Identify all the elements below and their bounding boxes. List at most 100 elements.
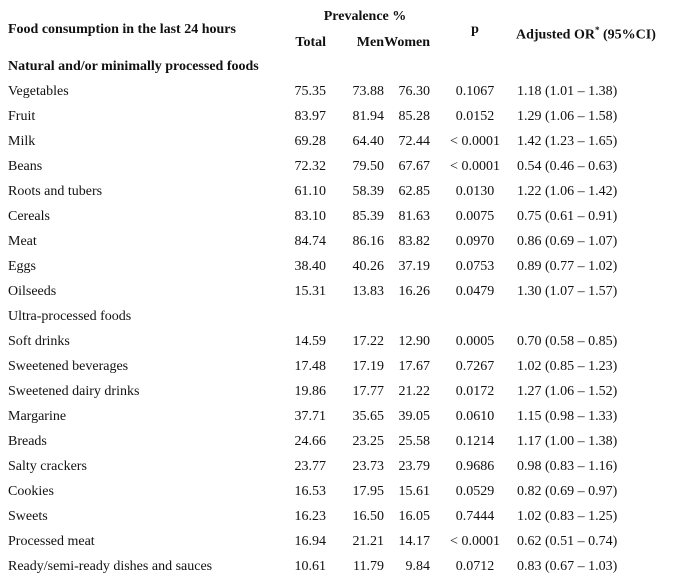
- row-label: Breads: [8, 434, 47, 449]
- row-label: Processed meat: [8, 534, 95, 549]
- p-value: 0.1067: [455, 84, 495, 99]
- column-header: Men: [356, 35, 384, 50]
- prevalence-cell: 79.50: [352, 159, 385, 174]
- header-or-ci: (95%CI): [602, 27, 656, 43]
- row-label: Oilseeds: [8, 284, 57, 299]
- prevalence-cell: 72.44: [398, 134, 431, 149]
- prevalence-cell: 83.10: [294, 209, 327, 224]
- section-title: Ultra-processed foods: [8, 309, 132, 324]
- prevalence-cell: 23.79: [398, 459, 431, 474]
- prevalence-cell: 76.30: [398, 84, 431, 99]
- row-label: Ready/semi-ready dishes and sauces: [8, 559, 213, 574]
- p-value: 0.7444: [455, 509, 495, 524]
- or-cell: 1.02 (0.85 – 1.23): [517, 359, 618, 374]
- row-label: Roots and tubers: [8, 184, 103, 199]
- prevalence-cell: 81.63: [398, 209, 431, 224]
- prevalence-cell: 23.25: [352, 434, 385, 449]
- prevalence-cell: 14.17: [398, 534, 431, 549]
- row-label: Soft drinks: [8, 334, 70, 349]
- row-label: Sweetened beverages: [8, 359, 129, 374]
- header-or: Adjusted OR* (95%CI): [516, 21, 656, 43]
- or-cell: 1.17 (1.00 – 1.38): [517, 434, 618, 449]
- or-cell: 0.75 (0.61 – 0.91): [517, 209, 618, 224]
- column-header: Total: [295, 35, 326, 50]
- p-value: < 0.0001: [450, 159, 500, 174]
- prevalence-cell: 15.31: [294, 284, 327, 299]
- prevalence-cell: 64.40: [352, 134, 385, 149]
- prevalence-cell: 81.94: [352, 109, 385, 124]
- row-label: Milk: [8, 134, 36, 149]
- or-cell: 1.18 (1.01 – 1.38): [517, 84, 618, 99]
- prevalence-cell: 15.61: [398, 484, 431, 499]
- row-label: Sweetened dairy drinks: [8, 384, 140, 399]
- p-value: 0.0479: [455, 284, 495, 299]
- header-p: p: [471, 22, 479, 37]
- prevalence-cell: 12.90: [398, 334, 431, 349]
- p-value: 0.0970: [455, 234, 495, 249]
- p-value: 0.0529: [455, 484, 495, 499]
- prevalence-cell: 39.05: [398, 409, 431, 424]
- or-cell: 0.89 (0.77 – 1.02): [517, 259, 618, 274]
- row-label: Salty crackers: [8, 459, 87, 474]
- or-cell: 0.82 (0.69 – 0.97): [517, 484, 618, 499]
- or-cell: 0.70 (0.58 – 0.85): [517, 334, 618, 349]
- p-value: 0.0075: [455, 209, 495, 224]
- prevalence-cell: 25.58: [398, 434, 431, 449]
- prevalence-cell: 24.66: [294, 434, 327, 449]
- prevalence-cell: 83.82: [398, 234, 431, 249]
- or-cell: 1.15 (0.98 – 1.33): [517, 409, 618, 424]
- or-cell: 1.02 (0.83 – 1.25): [517, 509, 618, 524]
- or-cell: 1.42 (1.23 – 1.65): [517, 134, 618, 149]
- prevalence-cell: 75.35: [294, 84, 327, 99]
- p-value: < 0.0001: [450, 534, 500, 549]
- prevalence-cell: 85.39: [352, 209, 385, 224]
- p-value: 0.1214: [455, 434, 495, 449]
- or-cell: 1.29 (1.06 – 1.58): [517, 109, 618, 124]
- prevalence-cell: 61.10: [294, 184, 327, 199]
- row-label: Margarine: [8, 409, 67, 424]
- prevalence-cell: 37.19: [398, 259, 431, 274]
- prevalence-cell: 58.39: [352, 184, 385, 199]
- or-cell: 0.83 (0.67 – 1.03): [517, 559, 618, 574]
- prevalence-cell: 23.73: [352, 459, 385, 474]
- or-cell: 0.62 (0.51 – 0.74): [517, 534, 618, 549]
- prevalence-cell: 17.95: [352, 484, 385, 499]
- prevalence-cell: 73.88: [352, 84, 385, 99]
- prevalence-cell: 83.97: [294, 109, 327, 124]
- or-cell: 1.30 (1.07 – 1.57): [517, 284, 618, 299]
- row-label: Eggs: [8, 259, 36, 274]
- prevalence-cell: 16.50: [352, 509, 385, 524]
- row-label: Beans: [8, 159, 43, 174]
- prevalence-cell: 17.19: [352, 359, 385, 374]
- row-label: Meat: [8, 234, 37, 249]
- prevalence-cell: 40.26: [352, 259, 385, 274]
- prevalence-cell: 23.77: [294, 459, 327, 474]
- prevalence-cell: 16.26: [398, 284, 431, 299]
- p-value: 0.0753: [455, 259, 495, 274]
- prevalence-cell: 21.22: [398, 384, 431, 399]
- or-cell: 0.54 (0.46 – 0.63): [517, 159, 618, 174]
- prevalence-cell: 16.94: [294, 534, 327, 549]
- prevalence-cell: 16.05: [398, 509, 431, 524]
- prevalence-cell: 11.79: [353, 559, 384, 574]
- p-value: < 0.0001: [450, 134, 500, 149]
- prevalence-cell: 17.22: [352, 334, 385, 349]
- prevalence-cell: 86.16: [352, 234, 385, 249]
- prevalence-cell: 84.74: [294, 234, 327, 249]
- prevalence-cell: 16.23: [294, 509, 327, 524]
- prevalence-cell: 67.67: [398, 159, 431, 174]
- or-cell: 0.86 (0.69 – 1.07): [517, 234, 618, 249]
- prevalence-cell: 85.28: [398, 109, 431, 124]
- prevalence-cell: 10.61: [294, 559, 327, 574]
- p-value: 0.7267: [455, 359, 495, 374]
- row-label: Cereals: [8, 209, 50, 224]
- p-value: 0.0005: [455, 334, 495, 349]
- or-cell: 0.98 (0.83 – 1.16): [517, 459, 618, 474]
- prevalence-cell: 16.53: [294, 484, 327, 499]
- p-value: 0.0712: [455, 559, 495, 574]
- prevalence-cell: 69.28: [294, 134, 327, 149]
- section-title: Natural and/or minimally processed foods: [8, 59, 259, 74]
- p-value: 0.0610: [455, 409, 495, 424]
- prevalence-cell: 14.59: [294, 334, 327, 349]
- prevalence-cell: 17.77: [352, 384, 385, 399]
